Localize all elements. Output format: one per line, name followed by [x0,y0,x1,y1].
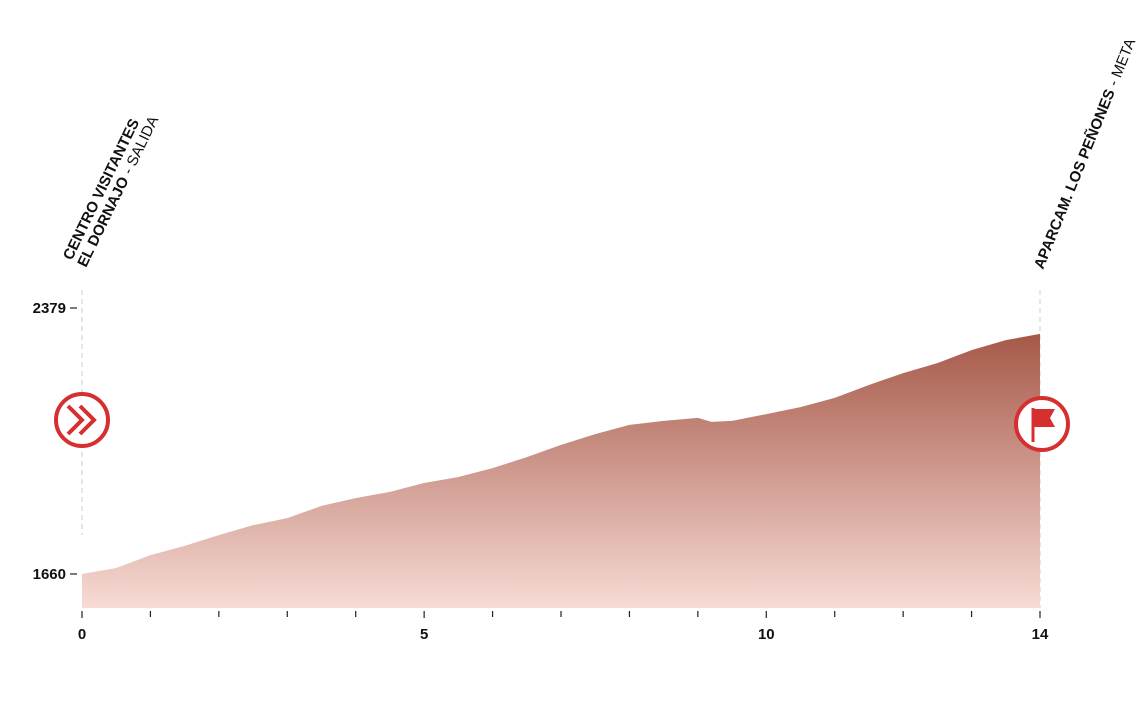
x-tick-label: 5 [420,626,428,643]
y-tick-label: 2379 [33,300,66,317]
elevation-area [82,333,1040,608]
x-tick-label: 10 [758,626,775,643]
label-suffix: - META [1105,36,1139,88]
x-tick-label: 14 [1032,626,1049,643]
start-label: CENTRO VISITANTESEL DORNAJO- SALIDA [60,106,162,269]
label-line: APARCAM. LOS PEÑONES [1030,87,1119,272]
y-tick-label: 1660 [33,566,66,583]
start-icon [54,392,110,448]
finish-icon [1014,396,1070,452]
x-tick-label: 0 [78,626,86,643]
finish-label: APARCAM. LOS PEÑONES- META [1030,36,1139,272]
